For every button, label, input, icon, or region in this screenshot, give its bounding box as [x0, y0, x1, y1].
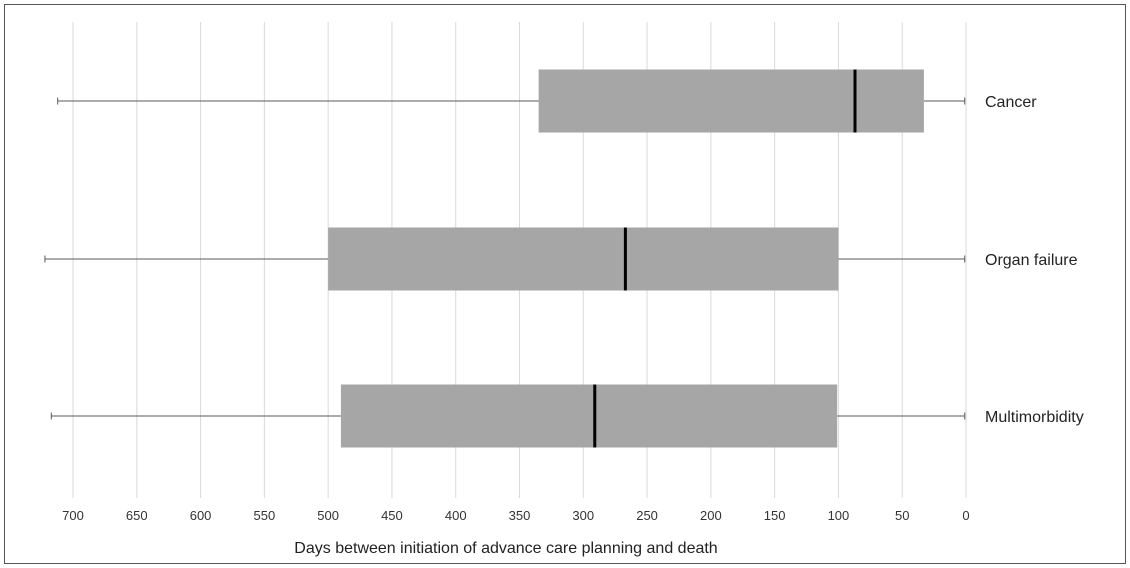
x-tick-label: 600	[190, 508, 212, 523]
iqr-box	[328, 227, 839, 291]
box-group	[50, 384, 966, 448]
category-label: Cancer	[985, 94, 1037, 111]
x-tick-label: 0	[962, 508, 969, 523]
x-tick-label: 250	[636, 508, 658, 523]
boxes	[44, 69, 966, 448]
x-tick-label: 650	[126, 508, 148, 523]
x-tick-label: 50	[895, 508, 909, 523]
box-group	[44, 227, 966, 291]
x-axis-title: Days between initiation of advance care …	[294, 540, 717, 557]
x-tick-label: 400	[445, 508, 467, 523]
x-tick-label: 450	[381, 508, 403, 523]
x-tick-label: 700	[62, 508, 84, 523]
category-label: Organ failure	[985, 252, 1078, 269]
x-tick-label: 500	[317, 508, 339, 523]
x-tick-label: 550	[254, 508, 276, 523]
iqr-box	[340, 384, 838, 448]
x-tick-label: 350	[509, 508, 531, 523]
category-labels: Cancer Organ failure Multimorbidity	[985, 94, 1084, 426]
x-tick-label: 100	[828, 508, 850, 523]
iqr-box	[538, 69, 924, 133]
x-tick-label: 300	[572, 508, 594, 523]
x-tick-label: 150	[764, 508, 786, 523]
category-label: Multimorbidity	[985, 409, 1084, 426]
x-axis-ticks: 700 650 600 550 500 450 400 350 300 250 200 150 100 5…	[62, 508, 969, 523]
box-group	[57, 69, 966, 133]
x-tick-label: 200	[700, 508, 722, 523]
